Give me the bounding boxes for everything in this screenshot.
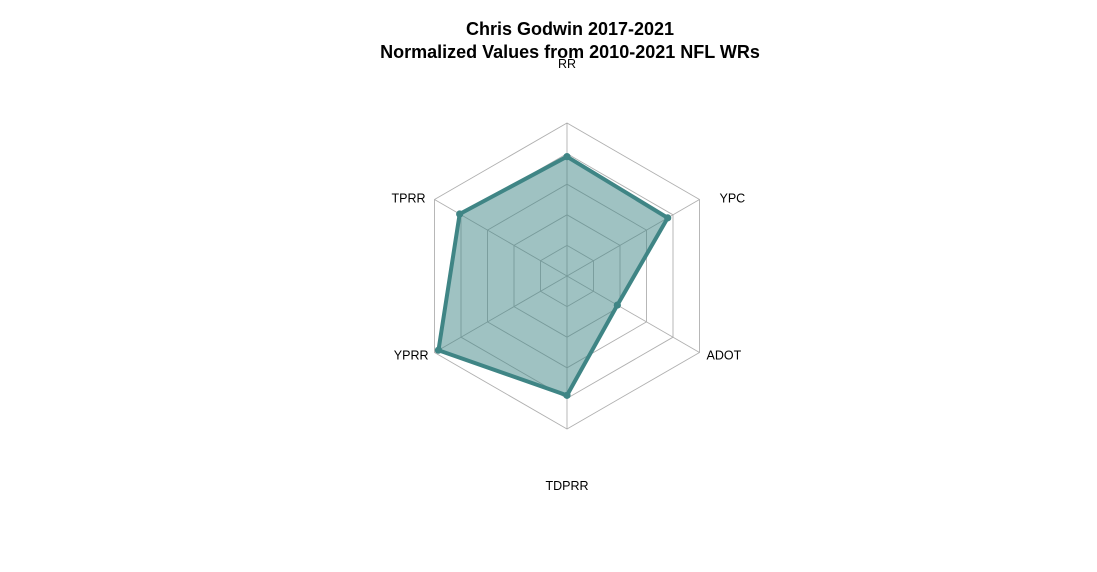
data-point-tprr: [456, 210, 464, 218]
data-point-tdprr: [563, 391, 571, 399]
chart-subtitle: Normalized Values from 2010-2021 NFL WRs: [380, 42, 760, 62]
axis-label-tprr: TPRR: [391, 192, 425, 206]
axis-label-rr: RR: [558, 57, 576, 71]
radar-series-layer: [434, 153, 672, 399]
chart-title: Chris Godwin 2017-2021: [465, 19, 675, 39]
axis-label-tdprr: TDPRR: [545, 479, 588, 493]
chart-title-block: Chris Godwin 2017-2021 Normalized Values…: [0, 18, 1097, 64]
axis-label-yprr: YPRR: [394, 349, 429, 363]
series-area-0: [438, 156, 668, 396]
data-point-ypc: [664, 214, 672, 222]
data-point-rr: [563, 153, 571, 161]
data-point-adot: [613, 301, 621, 309]
axis-labels: RR YPC ADOT TDPRR YPRR TPRR: [391, 57, 745, 493]
axis-label-ypc: YPC: [720, 192, 746, 206]
data-point-yprr: [434, 346, 443, 354]
axis-label-adot: ADOT: [707, 349, 742, 363]
